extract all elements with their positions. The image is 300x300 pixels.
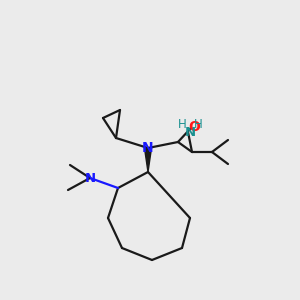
Text: N: N — [84, 172, 96, 184]
Text: H: H — [194, 118, 202, 130]
Text: H: H — [178, 118, 186, 130]
Text: N: N — [184, 125, 196, 139]
Polygon shape — [145, 148, 152, 172]
Text: O: O — [188, 120, 200, 134]
Text: N: N — [142, 141, 154, 155]
